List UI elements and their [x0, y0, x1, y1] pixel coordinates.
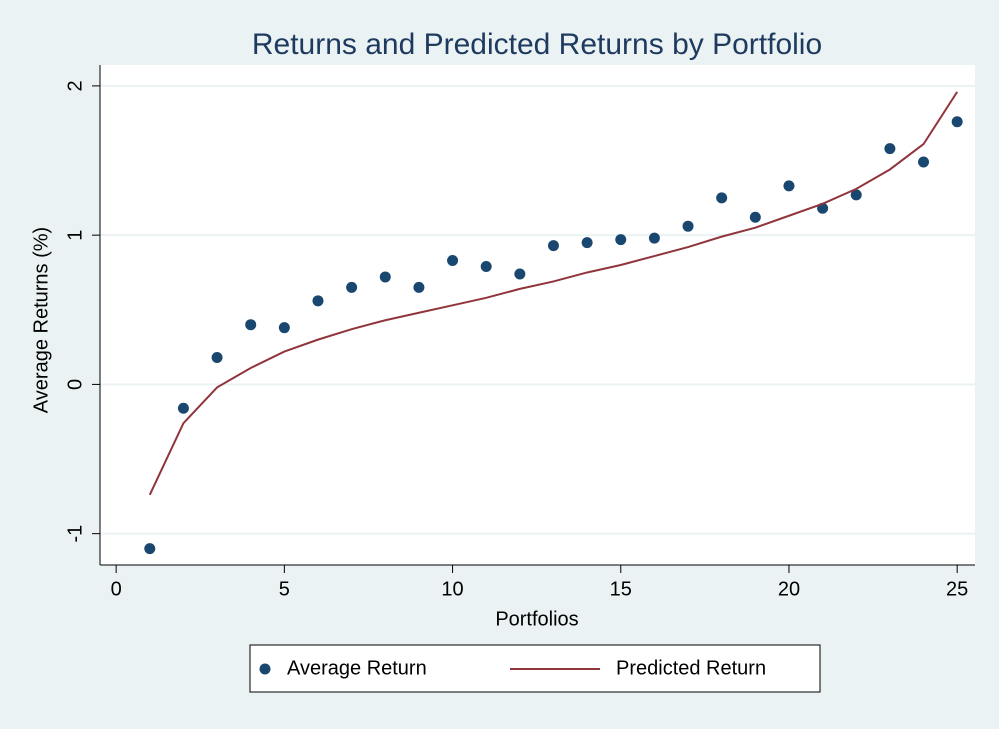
point	[884, 143, 896, 155]
point	[749, 211, 761, 223]
x-tick-label: 5	[279, 578, 290, 600]
legend-label: Average Return	[287, 657, 427, 679]
point	[615, 234, 627, 246]
x-axis-label: Portfolios	[495, 608, 578, 630]
y-tick-label: 0	[64, 379, 86, 390]
point	[211, 352, 223, 364]
point	[581, 237, 593, 249]
y-axis-label: Average Returns (%)	[30, 227, 52, 413]
y-tick-label: -1	[64, 525, 86, 543]
y-tick-label: 1	[64, 230, 86, 241]
point	[312, 295, 324, 307]
point	[177, 402, 189, 414]
x-tick-label: 25	[946, 578, 968, 600]
point	[144, 543, 156, 555]
plot-area	[100, 65, 975, 565]
point	[951, 116, 963, 128]
point	[245, 319, 257, 331]
x-tick-label: 20	[778, 578, 800, 600]
series-line	[148, 91, 959, 496]
point	[514, 268, 526, 280]
point	[682, 220, 694, 232]
point	[447, 255, 459, 267]
point	[783, 180, 795, 192]
y-tick-label: 2	[64, 80, 86, 91]
point	[547, 240, 559, 252]
point	[918, 156, 930, 168]
chart-title: Returns and Predicted Returns by Portfol…	[252, 28, 822, 61]
point	[850, 189, 862, 201]
point	[379, 271, 391, 283]
legend-label: Predicted Return	[616, 657, 766, 679]
x-tick-label: 15	[610, 578, 632, 600]
x-tick-label: 10	[441, 578, 463, 600]
legend-marker	[259, 663, 271, 675]
point	[716, 192, 728, 204]
point	[648, 232, 660, 244]
x-tick-label: 0	[111, 578, 122, 600]
point	[480, 260, 492, 272]
point	[278, 322, 290, 334]
point	[413, 281, 425, 293]
point	[346, 281, 358, 293]
